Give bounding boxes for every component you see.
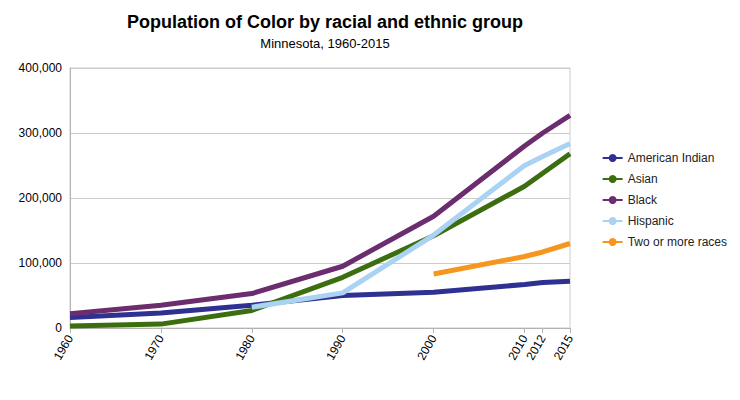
svg-text:2010: 2010 — [505, 332, 531, 363]
svg-text:Black: Black — [628, 193, 658, 207]
svg-text:2015: 2015 — [551, 332, 577, 362]
svg-text:0: 0 — [55, 321, 62, 335]
svg-text:1960: 1960 — [51, 332, 77, 362]
svg-text:2012: 2012 — [523, 332, 549, 362]
svg-text:200,000: 200,000 — [19, 191, 63, 205]
svg-text:Hispanic: Hispanic — [628, 214, 674, 228]
svg-text:400,000: 400,000 — [19, 61, 63, 75]
svg-text:100,000: 100,000 — [19, 256, 63, 270]
svg-text:American Indian: American Indian — [628, 151, 715, 165]
svg-text:Minnesota, 1960-2015: Minnesota, 1960-2015 — [260, 36, 389, 51]
svg-text:Two or more races: Two or more races — [628, 235, 727, 249]
svg-text:1990: 1990 — [323, 332, 349, 362]
svg-text:1980: 1980 — [232, 332, 258, 362]
svg-text:Population of Color by racial: Population of Color by racial and ethnic… — [127, 12, 523, 32]
svg-text:Asian: Asian — [628, 172, 658, 186]
svg-text:300,000: 300,000 — [19, 126, 63, 140]
svg-text:1970: 1970 — [142, 332, 168, 362]
svg-text:2000: 2000 — [414, 332, 440, 362]
